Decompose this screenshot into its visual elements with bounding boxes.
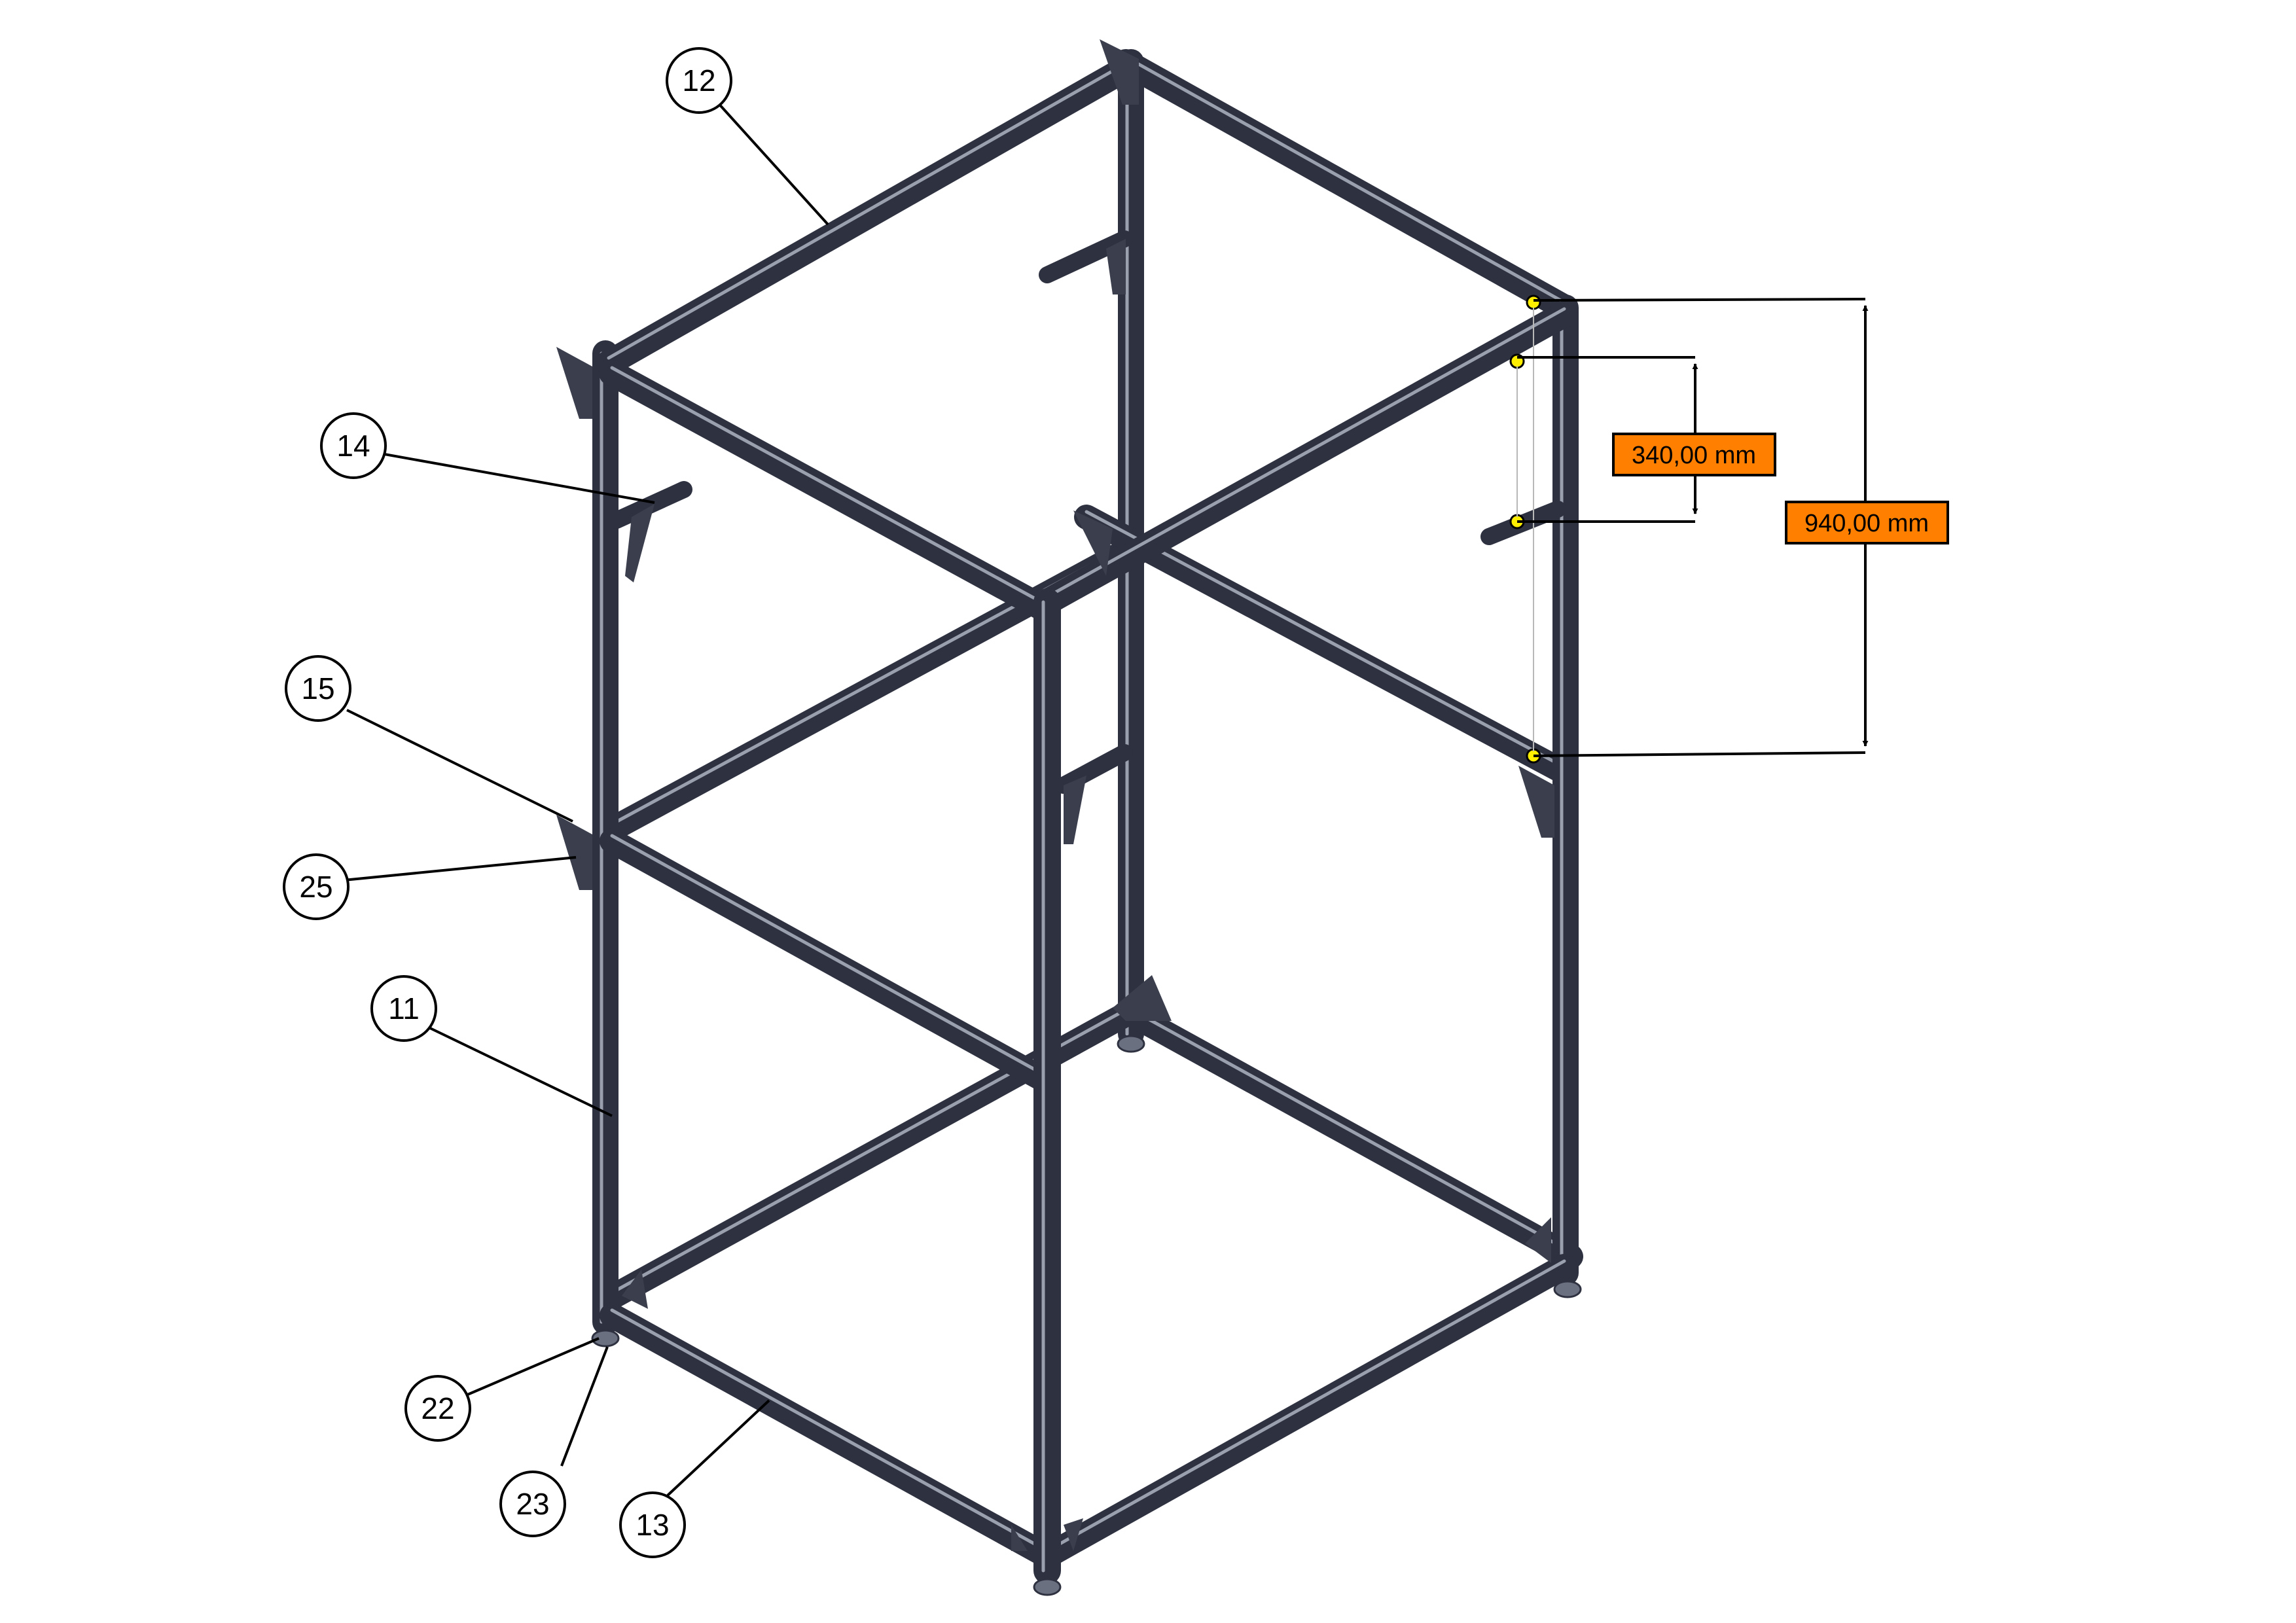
reference-lines xyxy=(1516,308,1534,751)
leader-14 xyxy=(369,450,655,504)
balloon-11: 11 xyxy=(370,975,437,1042)
leader-23 xyxy=(560,1346,609,1467)
leader-13 xyxy=(666,1399,770,1497)
top-rail-back-left xyxy=(596,56,1139,376)
dimension-annotations: 340,00 mm 940,00 mm xyxy=(1509,294,1949,764)
balloon-14: 14 xyxy=(320,412,387,479)
bottom-rail-front-left xyxy=(600,1303,1056,1567)
dimension-940-label: 940,00 mm xyxy=(1785,501,1949,544)
shelf-bracket-left xyxy=(608,481,692,582)
svg-text:22: 22 xyxy=(421,1391,454,1425)
leader-lines xyxy=(343,100,829,1497)
corner-gussets xyxy=(556,39,1554,1551)
svg-text:340,00 mm: 340,00 mm xyxy=(1632,442,1756,469)
svg-text:13: 13 xyxy=(636,1508,669,1542)
shelf-bracket-upper-back xyxy=(1039,230,1133,294)
svg-text:12: 12 xyxy=(682,63,715,98)
svg-text:25: 25 xyxy=(299,870,332,904)
leader-11 xyxy=(428,1026,613,1117)
balloon-13: 13 xyxy=(619,1491,686,1558)
top-rail-front-left xyxy=(599,360,1057,622)
dimension-340-label: 340,00 mm xyxy=(1612,433,1776,476)
balloon-23: 23 xyxy=(499,1471,566,1537)
svg-text:14: 14 xyxy=(336,429,370,463)
shelf-bracket-lower-back xyxy=(1055,744,1133,844)
top-rail-back-right xyxy=(1113,49,1577,321)
post-right xyxy=(1552,294,1579,1286)
balloon-12: 12 xyxy=(666,47,732,114)
leader-25 xyxy=(343,856,577,882)
balloon-15: 15 xyxy=(285,655,351,722)
leader-12 xyxy=(715,100,829,226)
balloon-25: 25 xyxy=(283,853,350,920)
bottom-rail-back-right xyxy=(1125,1005,1583,1269)
svg-text:23: 23 xyxy=(516,1487,549,1521)
top-rail-front-right xyxy=(1034,301,1577,615)
balloon-callouts: 12 14 15 25 11 22 23 13 xyxy=(283,47,732,1558)
leader-15 xyxy=(346,709,573,823)
middle-rail-front-left xyxy=(600,829,1056,1092)
svg-text:940,00 mm: 940,00 mm xyxy=(1804,510,1929,537)
post-front xyxy=(1033,588,1061,1584)
marker-top xyxy=(1526,294,1541,310)
balloon-22: 22 xyxy=(404,1375,471,1442)
middle-rail-back-right xyxy=(1074,505,1577,785)
levelling-feet xyxy=(591,1035,1582,1596)
svg-text:15: 15 xyxy=(301,671,334,705)
leader-22 xyxy=(461,1337,600,1399)
aluminium-frame xyxy=(556,39,1583,1596)
bottom-rail-front-right xyxy=(1038,1254,1577,1567)
svg-text:11: 11 xyxy=(388,991,420,1026)
